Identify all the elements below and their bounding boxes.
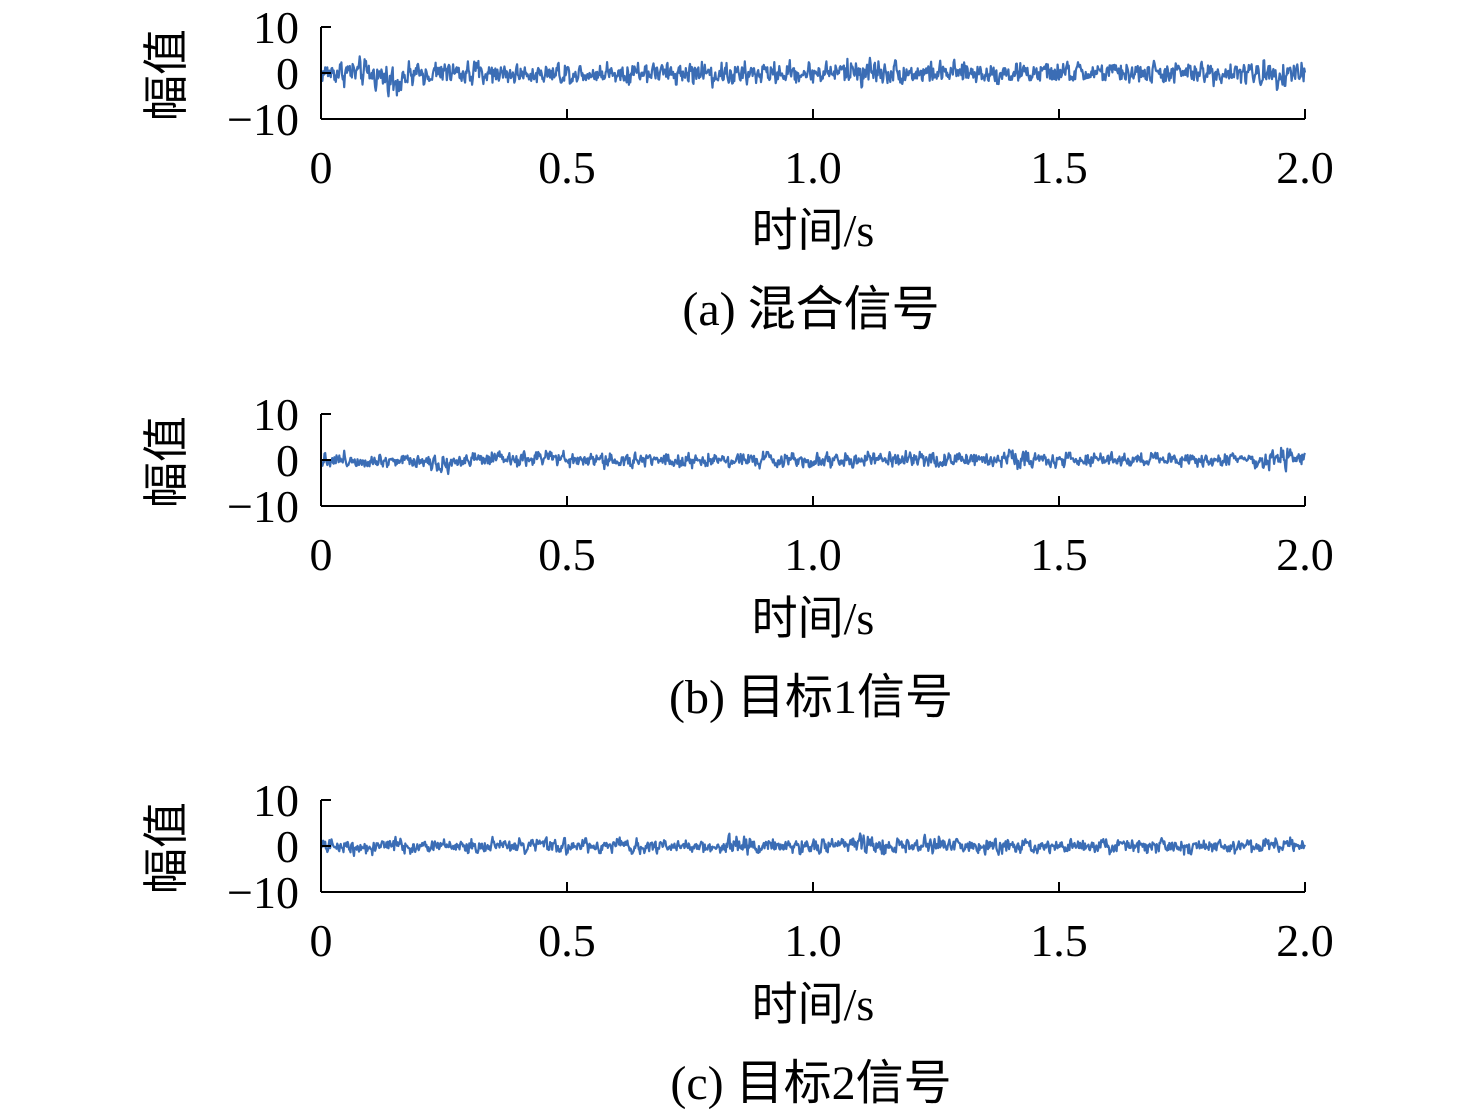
x-axis-label: 时间/s xyxy=(752,979,875,1030)
y-axis-label: 幅值 xyxy=(141,802,192,894)
y-tick-label: 0 xyxy=(276,435,299,486)
x-tick-label: 1.0 xyxy=(784,529,842,580)
signal-series-line xyxy=(320,55,1307,98)
y-tick-label: 10 xyxy=(253,2,299,53)
x-tick-label: 0 xyxy=(310,142,333,193)
signal-series-line xyxy=(320,832,1306,857)
x-tick-label: 2.0 xyxy=(1276,529,1334,580)
y-tick-label: −10 xyxy=(227,867,299,918)
x-tick-label: 2.0 xyxy=(1276,142,1334,193)
y-tick-label: −10 xyxy=(227,94,299,145)
y-tick-label: 0 xyxy=(276,48,299,99)
x-tick-label: 0 xyxy=(310,529,333,580)
x-tick-label: 1.0 xyxy=(784,915,842,966)
x-tick-label: 1.5 xyxy=(1030,915,1088,966)
x-tick-label: 0.5 xyxy=(538,529,596,580)
panel-caption: (b) 目标1信号 xyxy=(669,671,953,724)
y-axis-label: 幅值 xyxy=(141,416,192,508)
x-tick-label: 1.0 xyxy=(784,142,842,193)
x-axis-label: 时间/s xyxy=(752,205,875,256)
x-tick-label: 0 xyxy=(310,915,333,966)
x-tick-label: 0.5 xyxy=(538,915,596,966)
x-tick-label: 1.5 xyxy=(1030,142,1088,193)
x-tick-label: 1.5 xyxy=(1030,529,1088,580)
x-axis-label: 时间/s xyxy=(752,593,875,644)
y-tick-label: −10 xyxy=(227,481,299,532)
y-tick-label: 10 xyxy=(253,389,299,440)
y-tick-label: 0 xyxy=(276,821,299,872)
y-axis-label: 幅值 xyxy=(141,29,192,121)
x-tick-label: 2.0 xyxy=(1276,915,1334,966)
y-tick-label: 10 xyxy=(253,775,299,826)
x-tick-label: 0.5 xyxy=(538,142,596,193)
panel-caption: (a) 混合信号 xyxy=(682,283,939,336)
panel-caption: (c) 目标2信号 xyxy=(670,1057,951,1110)
signal-series-line xyxy=(319,446,1307,476)
